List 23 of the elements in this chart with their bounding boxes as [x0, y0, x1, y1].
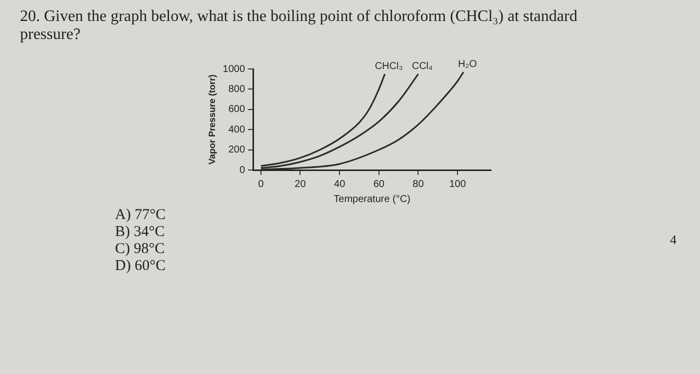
y-tick-label: 200	[228, 144, 246, 156]
y-tick-label: 800	[228, 84, 246, 95]
text: 4	[670, 232, 676, 248]
x-tick-label: 40	[334, 178, 346, 190]
y-axis-title: Vapor Pressure (torr)	[206, 74, 217, 165]
series-label: CHCl₃	[374, 60, 403, 72]
text: B) 34°C	[115, 224, 166, 241]
y-tick-label: 0	[239, 164, 246, 176]
series-label: H₂O	[458, 58, 478, 70]
chart-title: 20. Given the graph below, what is the boiling point of chloroform (CHCl₃) at standard pressure?	[20, 8, 578, 44]
x-tick-label: 0	[258, 178, 264, 190]
x-tick-label: 80	[412, 178, 424, 190]
x-tick-label: 60	[373, 178, 385, 190]
x-axis-title: Temperature (°C)	[334, 194, 410, 205]
y-tick-label: 1000	[222, 64, 246, 75]
text: A) 77°C	[115, 207, 166, 224]
series-label: CCl₄	[412, 60, 433, 72]
x-tick-label: 100	[449, 178, 466, 190]
x-tick-label: 20	[294, 178, 306, 190]
text: D) 60°C	[115, 258, 166, 275]
text: C) 98°C	[115, 241, 166, 258]
y-tick-label: 600	[228, 104, 246, 116]
y-tick-label: 400	[228, 124, 246, 136]
